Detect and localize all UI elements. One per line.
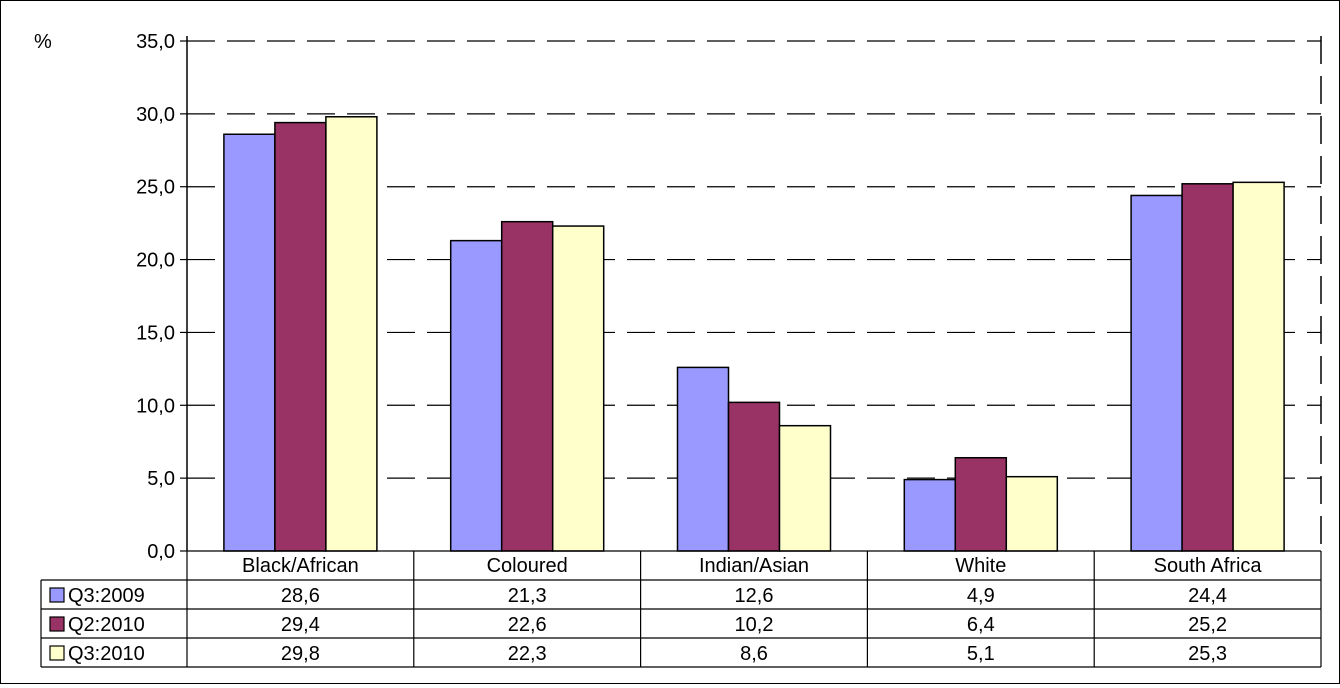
bar: [1232, 181, 1285, 552]
category-label: Indian/Asian: [699, 555, 809, 577]
axes: 0,0 5,0 10,0 15,0 20,0 25,0 30,0 35,0: [136, 31, 1322, 563]
bars: [223, 116, 1285, 552]
data-value: 21,3: [508, 585, 547, 607]
bar: [954, 456, 1008, 552]
legend-swatch: [49, 587, 65, 603]
bar: [325, 116, 378, 552]
y-tick-label: 0,0: [147, 541, 175, 563]
y-tick-label: 5,0: [147, 468, 175, 490]
y-tick-label: 30,0: [136, 104, 175, 126]
data-value: 24,4: [1188, 585, 1227, 607]
category-label: Black/African: [242, 555, 359, 577]
data-value: 8,6: [740, 643, 768, 665]
category-label: South Africa: [1154, 555, 1263, 577]
y-tick-label: 20,0: [136, 250, 175, 272]
y-tick-label: 25,0: [136, 177, 175, 199]
data-value: 29,4: [281, 614, 320, 636]
data-value: 29,8: [281, 643, 320, 665]
bar: [223, 133, 276, 552]
category-label: White: [955, 555, 1006, 577]
data-value: 10,2: [735, 614, 774, 636]
data-value: 28,6: [281, 585, 320, 607]
data-value: 5,1: [967, 643, 995, 665]
data-value: 12,6: [735, 585, 774, 607]
y-tick-label: 35,0: [136, 31, 175, 53]
bar: [1130, 194, 1183, 552]
bar: [1005, 475, 1059, 552]
category-label: Coloured: [487, 555, 568, 577]
data-value: 4,9: [967, 585, 995, 607]
bar: [449, 239, 503, 552]
bar: [551, 225, 605, 552]
y-tick-label: 10,0: [136, 395, 175, 417]
legend-label: Q3:2009: [68, 585, 145, 607]
data-table: Black/African Coloured Indian/Asian White So…: [40, 550, 1322, 668]
bar: [676, 366, 730, 552]
data-value: 22,6: [508, 614, 547, 636]
data-value: 22,3: [508, 643, 547, 665]
bar: [500, 220, 554, 552]
data-value: 25,2: [1188, 614, 1227, 636]
legend-swatch: [49, 645, 65, 661]
legend-label: Q2:2010: [68, 614, 145, 636]
bar: [778, 424, 832, 552]
bar: [903, 478, 957, 552]
data-value: 6,4: [967, 614, 995, 636]
bar: [1181, 183, 1234, 552]
bar: [727, 401, 781, 552]
legend-swatch: [49, 616, 65, 632]
data-value: 25,3: [1188, 643, 1227, 665]
y-tick-label: 15,0: [136, 322, 175, 344]
legend-label: Q3:2010: [68, 643, 145, 665]
bar: [274, 121, 327, 552]
y-axis-label: %: [34, 31, 52, 53]
